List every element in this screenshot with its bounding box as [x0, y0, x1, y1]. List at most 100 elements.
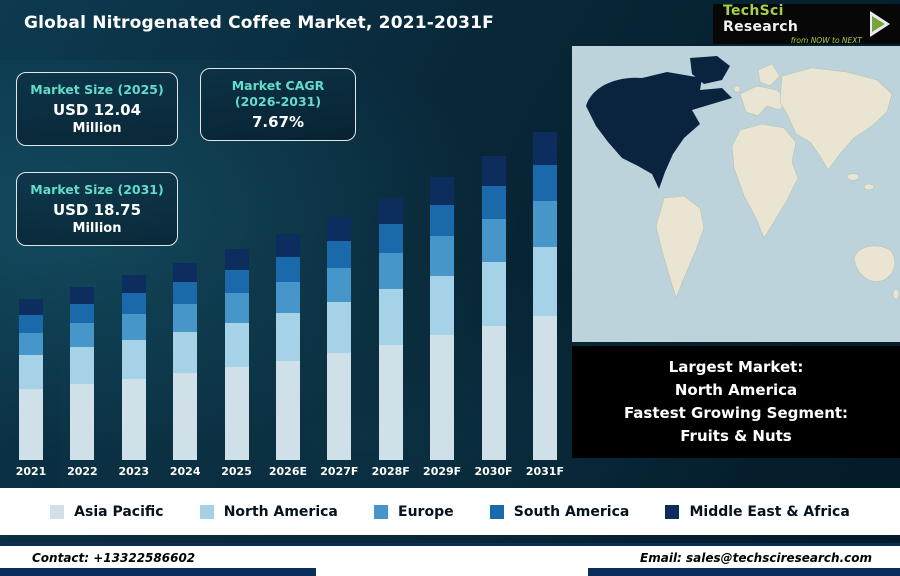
bar-segment[interactable]: [70, 303, 95, 324]
bar-column: 2023: [113, 274, 155, 478]
bar-segment[interactable]: [481, 326, 506, 460]
bar-segment[interactable]: [173, 304, 198, 332]
legend-swatch: [665, 504, 680, 519]
bar-segment[interactable]: [275, 313, 300, 361]
bar-segment[interactable]: [481, 186, 506, 220]
region-scandinavia: [757, 63, 781, 87]
bar-segment[interactable]: [327, 267, 352, 302]
bar-column: 2022: [61, 286, 103, 478]
bar-segment[interactable]: [430, 205, 455, 237]
bar-segment[interactable]: [19, 315, 43, 333]
market-size-2025-card: Market Size (2025) USD 12.04 Million: [16, 72, 178, 146]
stacked-bar-2023[interactable]: [121, 274, 146, 460]
bar-segment[interactable]: [121, 378, 146, 460]
card-title: Market CAGR (2026-2031): [231, 78, 325, 109]
x-axis-label: 2029F: [423, 465, 462, 478]
stacked-bar-2022[interactable]: [70, 286, 95, 460]
bar-segment[interactable]: [275, 256, 300, 282]
legend-item[interactable]: Europe: [374, 504, 454, 520]
bar-segment[interactable]: [378, 252, 403, 290]
bar-segment[interactable]: [430, 335, 455, 460]
bar-segment[interactable]: [173, 331, 198, 374]
bar-segment[interactable]: [19, 355, 43, 390]
market-size-2031-card: Market Size (2031) USD 18.75 Million: [16, 172, 178, 246]
bar-segment[interactable]: [275, 360, 300, 460]
bar-segment[interactable]: [224, 293, 249, 324]
bar-segment[interactable]: [378, 197, 403, 224]
bar-segment[interactable]: [70, 323, 95, 348]
logo-brand-tech: TechSci: [723, 3, 784, 19]
callout-line: Fruits & Nuts: [680, 427, 792, 445]
bar-segment[interactable]: [121, 339, 146, 379]
x-axis-label: 2023: [118, 465, 150, 478]
bar-segment[interactable]: [430, 236, 455, 276]
bar-segment[interactable]: [532, 200, 557, 247]
legend-item[interactable]: Asia Pacific: [50, 504, 164, 520]
callout-line: North America: [674, 381, 798, 399]
bar-segment[interactable]: [327, 301, 352, 353]
legend-label: Europe: [398, 503, 454, 520]
bar-segment[interactable]: [430, 176, 455, 206]
bar-segment[interactable]: [173, 262, 198, 283]
stacked-bar-2024[interactable]: [173, 262, 198, 460]
bar-segment[interactable]: [532, 164, 557, 201]
bar-segment[interactable]: [378, 223, 403, 253]
bar-segment[interactable]: [70, 347, 95, 384]
legend-swatch: [489, 504, 504, 519]
bar-segment[interactable]: [378, 289, 403, 345]
stacked-bar-2025[interactable]: [224, 249, 249, 460]
bar-segment[interactable]: [224, 323, 249, 368]
legend-swatch: [199, 504, 214, 519]
legend: Asia Pacific North America Europe South Ame…: [0, 488, 900, 535]
legend-swatch: [374, 504, 389, 519]
bar-segment[interactable]: [173, 373, 198, 460]
legend-item[interactable]: South America: [489, 504, 629, 520]
card-title: Market Size (2025): [30, 82, 164, 97]
bar-segment[interactable]: [430, 275, 455, 336]
bar-segment[interactable]: [224, 367, 249, 460]
card-title: Market Size (2031): [30, 182, 164, 197]
region-uk: [733, 85, 741, 93]
region-africa: [731, 123, 799, 239]
x-axis-label: 2027F: [320, 465, 359, 478]
legend-item[interactable]: Middle East & Africa: [665, 504, 850, 520]
stacked-bar-2021[interactable]: [19, 299, 43, 460]
stacked-bar-2028F[interactable]: [378, 197, 403, 460]
bar-segment[interactable]: [532, 246, 557, 316]
bar-segment[interactable]: [327, 240, 352, 268]
bar-segment[interactable]: [121, 313, 146, 340]
bar-segment[interactable]: [481, 219, 506, 263]
bar-segment[interactable]: [19, 332, 43, 356]
card-value: USD 12.04: [52, 101, 142, 119]
bar-segment[interactable]: [275, 234, 300, 257]
bar-segment[interactable]: [224, 270, 249, 294]
stacked-bar-2030F[interactable]: [481, 155, 506, 460]
market-cagr-card: Market CAGR (2026-2031) 7.67%: [200, 68, 356, 141]
bar-segment[interactable]: [70, 286, 95, 304]
x-axis-label: 2030F: [474, 465, 513, 478]
stacked-bar-2029F[interactable]: [430, 176, 455, 460]
region-north-america: [586, 72, 732, 189]
bar-segment[interactable]: [378, 344, 403, 460]
bar-segment[interactable]: [327, 216, 352, 241]
legend-item[interactable]: North America: [199, 504, 338, 520]
bar-segment[interactable]: [532, 315, 557, 460]
bar-segment[interactable]: [327, 352, 352, 460]
bar-segment[interactable]: [121, 274, 146, 294]
stacked-bar-2031F[interactable]: [532, 132, 557, 460]
bar-segment[interactable]: [121, 293, 146, 314]
card-value: USD 18.75: [52, 201, 142, 219]
bar-segment[interactable]: [224, 249, 249, 271]
bar-segment[interactable]: [19, 389, 43, 460]
stacked-bar-2026E[interactable]: [275, 234, 300, 460]
bar-segment[interactable]: [275, 281, 300, 314]
bar-column: 2026E: [267, 234, 309, 478]
bar-segment[interactable]: [19, 299, 43, 316]
bar-segment[interactable]: [481, 155, 506, 187]
stacked-bar-2027F[interactable]: [327, 216, 352, 460]
bar-segment[interactable]: [173, 282, 198, 305]
bar-segment[interactable]: [70, 383, 95, 460]
callout-line: Largest Market:: [668, 358, 804, 376]
bar-segment[interactable]: [532, 132, 557, 165]
bar-segment[interactable]: [481, 262, 506, 326]
